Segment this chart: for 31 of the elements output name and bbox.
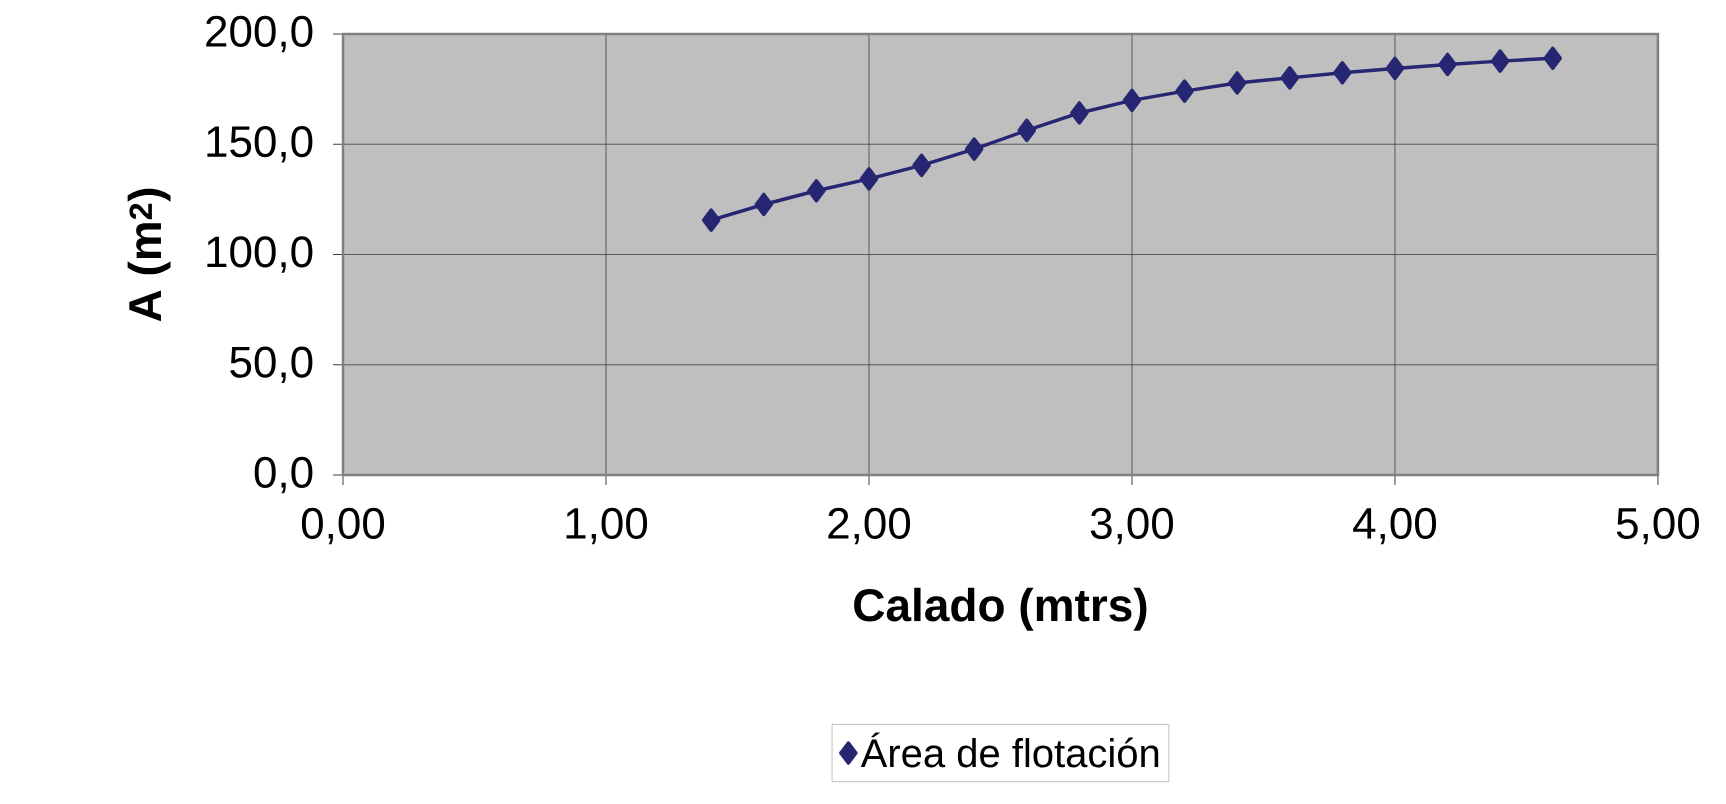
- point: [1333, 61, 1352, 85]
- point: [1385, 56, 1405, 81]
- x-tick-label: 5,00: [1616, 507, 1700, 545]
- point: [1175, 79, 1194, 103]
- y-tick-label: 0,0: [254, 456, 313, 494]
- x-tick-label: 2,00: [828, 507, 911, 545]
- x-tick-label: 3,00: [1090, 507, 1174, 545]
- x-tick-label: 4,00: [1353, 507, 1437, 545]
- y-tick-label: 100,0: [207, 236, 313, 273]
- point: [754, 192, 774, 217]
- point: [912, 153, 931, 178]
- point: [1122, 88, 1142, 113]
- point: [1490, 49, 1510, 73]
- point: [1017, 118, 1037, 143]
- y-tick-label: 50,0: [230, 346, 313, 383]
- x-tick-label: 1,00: [566, 507, 648, 545]
- point: [1227, 71, 1247, 95]
- y-tick-label: 150,0: [207, 126, 313, 163]
- point: [807, 179, 826, 203]
- point: [859, 167, 879, 191]
- x-axis-title: Calado (mtrs): [854, 587, 1147, 631]
- point: [964, 137, 984, 161]
- point: [1280, 66, 1300, 90]
- point: [1543, 46, 1562, 70]
- point: [701, 208, 721, 232]
- x-tick-label: 0,00: [301, 507, 385, 545]
- point: [1070, 101, 1089, 125]
- point: [1438, 52, 1457, 77]
- y-axis-title: A (m$^{2}$): [127, 188, 171, 322]
- y-tick-label: 200,0: [206, 15, 313, 53]
- legend-label: Área de flotación: [860, 732, 1159, 768]
